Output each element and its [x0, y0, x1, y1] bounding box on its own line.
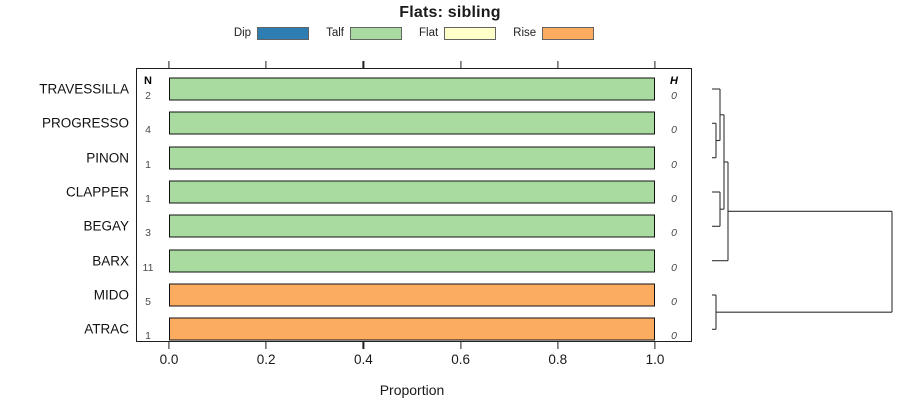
legend-label-rise: Rise: [513, 27, 537, 39]
legend-item-dip: Dip: [233, 26, 310, 40]
x-tick-top: [168, 61, 170, 68]
x-tick-label: 0.2: [256, 352, 276, 367]
bar-clapper: [169, 180, 655, 204]
x-tick-top: [557, 61, 559, 68]
h-value: 0: [671, 330, 677, 343]
legend-item-flat: Flat: [418, 26, 497, 40]
x-tick-label: 0.0: [159, 352, 179, 367]
x-tick-bottom: [557, 342, 559, 349]
n-value: 5: [145, 295, 151, 308]
x-tick-bottom: [362, 342, 364, 349]
row-label-clapper: CLAPPER: [65, 184, 129, 200]
legend-label-dip: Dip: [233, 27, 252, 39]
h-value: 0: [671, 90, 677, 102]
x-axis-title: Proportion: [379, 382, 445, 398]
row-label-progresso: PROGRESSO: [41, 115, 129, 131]
n-value: 2: [145, 90, 151, 102]
bar-pinon: [169, 146, 655, 170]
x-tick-top: [460, 61, 462, 68]
x-tick-bottom: [168, 342, 170, 349]
row-label-mido: MIDO: [93, 287, 129, 303]
h-value: 0: [671, 192, 677, 205]
row-label-pinon: PINON: [86, 150, 129, 166]
legend-swatch-dip: [257, 26, 310, 40]
legend-label-talf: Talf: [326, 27, 344, 39]
legend-swatch-talf: [349, 26, 402, 40]
x-tick-label: 0.8: [548, 352, 568, 367]
bar-barx: [169, 249, 655, 273]
n-value: 1: [145, 158, 151, 171]
x-tick-bottom: [654, 342, 656, 349]
x-tick-top: [654, 61, 656, 68]
row-label-atrac: ATRAC: [84, 321, 129, 337]
bar-mido: [169, 283, 655, 307]
bar-travessilla: [169, 77, 655, 101]
chart-title: Flats: sibling: [399, 4, 501, 21]
h-value: 0: [671, 124, 677, 137]
h-column-header: H: [670, 75, 678, 87]
bar-atrac: [169, 317, 655, 341]
bar-begay: [169, 214, 655, 238]
x-tick-label: 0.4: [354, 352, 373, 367]
n-column-header: N: [144, 75, 152, 87]
legend-item-rise: Rise: [513, 26, 595, 40]
x-tick-top: [265, 61, 267, 68]
legend-item-talf: Talf: [326, 26, 402, 40]
bar-progresso: [169, 111, 655, 135]
x-tick-label: 0.6: [451, 352, 470, 367]
row-label-barx: BARX: [92, 253, 129, 269]
x-tick-bottom: [460, 342, 462, 349]
x-tick-label: 1.0: [645, 352, 665, 367]
row-label-travessilla: TRAVESSILLA: [39, 81, 129, 97]
x-tick-top: [362, 61, 364, 68]
legend-swatch-rise: [542, 26, 595, 40]
row-label-begay: BEGAY: [83, 218, 129, 234]
x-tick-bottom: [265, 342, 267, 349]
n-value: 3: [145, 227, 151, 240]
n-value: 1: [145, 192, 151, 205]
h-value: 0: [671, 295, 677, 308]
legend: Dip Talf Flat Rise: [136, 25, 692, 41]
h-value: 0: [671, 158, 677, 171]
n-value: 1: [145, 330, 151, 343]
legend-swatch-flat: [444, 26, 497, 40]
h-value: 0: [671, 261, 677, 274]
n-value: 11: [142, 261, 154, 274]
legend-label-flat: Flat: [418, 27, 439, 39]
n-value: 4: [145, 124, 151, 137]
h-value: 0: [671, 227, 677, 240]
